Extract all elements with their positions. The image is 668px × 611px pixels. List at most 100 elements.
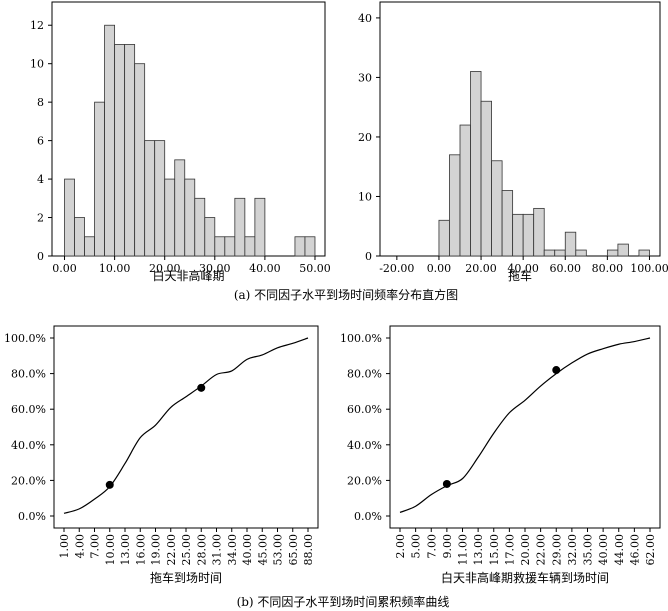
x-tick-label: 17.00 <box>503 534 516 566</box>
bar <box>459 124 471 257</box>
x-tick-label: 44.00 <box>613 534 626 566</box>
bar <box>214 236 226 257</box>
cdf-line <box>399 337 651 513</box>
x-tick-label: 20.00 <box>465 262 497 275</box>
caption-b: (b) 不同因子水平到场时间累积频率曲线 <box>237 594 450 609</box>
x-tick-label: 7.00 <box>89 534 102 559</box>
x-tick-label: 80.00 <box>592 262 624 275</box>
y-tick-label: 0.0% <box>354 510 382 523</box>
bar <box>575 249 587 257</box>
x-tick-label: 0.00 <box>52 262 77 275</box>
y-tick-label: 30 <box>358 71 372 84</box>
y-tick-label: 0 <box>365 250 372 263</box>
y-tick-label: 60.0% <box>11 403 46 416</box>
x-tick-label: 40.00 <box>507 262 539 275</box>
x-tick-label: 22.00 <box>535 534 548 566</box>
bar <box>501 190 514 257</box>
x-tick-label: 19.00 <box>150 534 163 566</box>
y-tick-label: 60.0% <box>347 403 382 416</box>
bar <box>194 197 206 257</box>
x-tick-label: 11.00 <box>457 534 470 566</box>
x-tick-label: 2.00 <box>394 534 407 559</box>
x-tick-label: 4.00 <box>73 534 86 559</box>
y-tick-label: 10 <box>358 190 372 203</box>
bar <box>124 44 136 257</box>
cdf-line <box>63 337 309 514</box>
y-tick-label: 80.0% <box>347 368 382 381</box>
bar <box>491 160 503 257</box>
x-tick-label: 13.00 <box>472 534 485 566</box>
y-tick-label: 20.0% <box>11 474 46 487</box>
bar <box>522 213 535 257</box>
x-tick-label: 5.00 <box>410 534 423 559</box>
x-tick-label: 65.00 <box>287 534 300 566</box>
bar <box>174 159 186 257</box>
plot-frame <box>53 325 319 529</box>
cdf-rescue-vehicle-arrival: 0.0% 20.0% 40.0% 60.0% 80.0% 100.0% 2.00 5.00 7.… <box>340 325 661 585</box>
histogram-daytime-offpeak: 0.00 10.00 20.00 30.00 40.00 50.00 0 2 4 6 8 10 12 白天… <box>30 1 331 283</box>
cdf-marker <box>197 383 206 392</box>
bar <box>554 249 566 257</box>
y-tick-label: 100.0% <box>340 332 382 345</box>
bar <box>184 178 196 257</box>
x-tick-label: 31.00 <box>211 534 224 566</box>
x-tick-label: 28.00 <box>195 534 208 566</box>
bar <box>144 140 156 257</box>
x-tick-label: 88.00 <box>302 534 315 566</box>
x-axis-title: 拖车 <box>508 268 532 283</box>
x-tick-label: 20.00 <box>149 262 181 275</box>
cdf-marker <box>442 479 451 488</box>
y-tick-label: 2 <box>37 212 44 225</box>
bar <box>234 197 246 257</box>
y-tick-label: 40.0% <box>11 439 46 452</box>
cdf-marker <box>105 480 114 489</box>
y-tick-label: 0 <box>37 250 44 263</box>
x-tick-label: 15.00 <box>488 534 501 566</box>
x-tick-label: 50.00 <box>299 262 331 275</box>
x-tick-label: 10.00 <box>99 262 131 275</box>
y-tick-label: 0.0% <box>18 510 46 523</box>
bar <box>543 249 556 257</box>
x-tick-label: 10.00 <box>104 534 117 566</box>
x-tick-label: 46.00 <box>628 534 641 566</box>
x-tick-label: 100.00 <box>630 262 668 275</box>
bar <box>294 236 306 257</box>
x-tick-label: 60.00 <box>550 262 582 275</box>
y-tick-label: 80.0% <box>11 368 46 381</box>
bar <box>224 236 236 257</box>
x-tick-label: 7.00 <box>425 534 438 559</box>
x-axis-title: 白天非高峰期救援车辆到场时间 <box>441 570 609 585</box>
bar <box>564 231 577 257</box>
x-tick-label: 22.00 <box>165 534 178 566</box>
x-tick-label: 35.00 <box>582 534 595 566</box>
bar <box>84 236 95 257</box>
x-tick-label: 62.00 <box>644 534 657 566</box>
bar <box>254 197 266 257</box>
bar <box>134 63 146 257</box>
plot-frame <box>389 325 661 529</box>
x-tick-label: 40.00 <box>241 534 254 566</box>
x-tick-label: 20.00 <box>519 534 532 566</box>
y-tick-label: 10 <box>30 58 44 71</box>
cdf-tow-truck-arrival: 0.0% 20.0% 40.0% 60.0% 80.0% 100.0% 1.00 4.00 7.… <box>4 325 319 585</box>
x-tick-label: 29.00 <box>550 534 563 566</box>
caption-a: (a) 不同因子水平到场时间频率分布直方图 <box>234 287 458 302</box>
bar <box>606 249 619 257</box>
bar <box>94 101 105 257</box>
bar <box>204 217 216 257</box>
bar <box>512 213 524 257</box>
bar <box>470 71 482 257</box>
x-tick-label: -20.00 <box>379 262 414 275</box>
x-tick-label: 34.00 <box>226 534 239 566</box>
x-tick-label: 53.00 <box>272 534 285 566</box>
y-tick-label: 4 <box>37 173 44 186</box>
y-tick-label: 40.0% <box>347 439 382 452</box>
bar <box>154 140 166 257</box>
bar <box>164 178 176 257</box>
x-tick-label: 9.00 <box>441 534 454 559</box>
x-tick-label: 13.00 <box>119 534 132 566</box>
histogram-tow-truck: -20.00 0.00 20.00 40.00 60.00 80.00 100.00 0 10 2… <box>358 1 668 283</box>
x-tick-label: 32.00 <box>566 534 579 566</box>
y-tick-label: 100.0% <box>4 332 46 345</box>
x-tick-label: 45.00 <box>256 534 269 566</box>
